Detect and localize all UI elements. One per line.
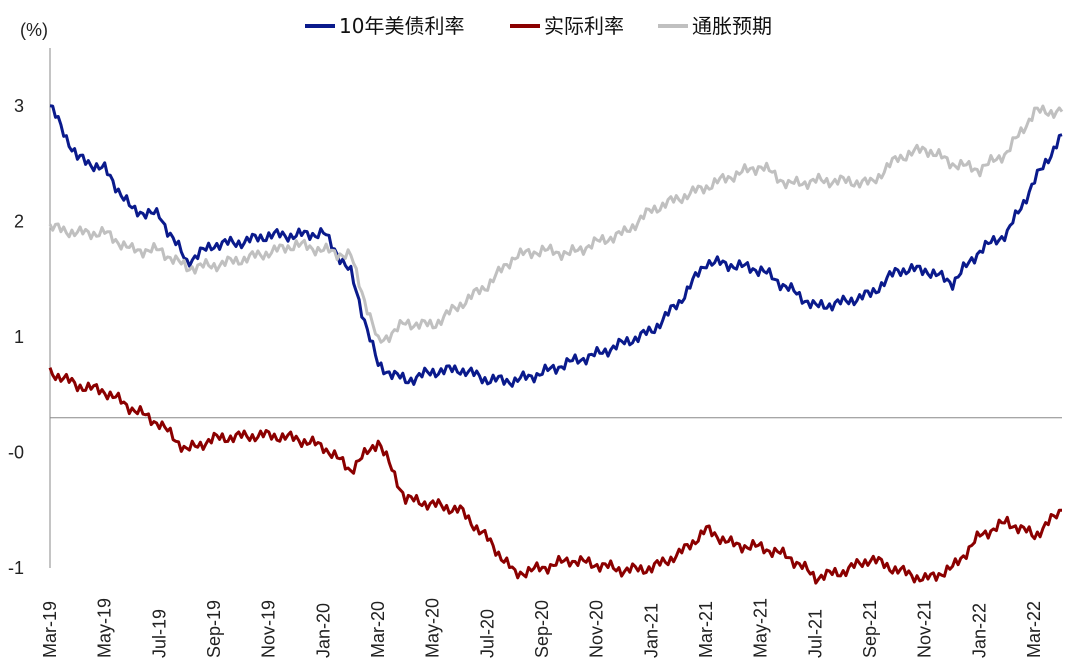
y-tick-label: 1	[14, 327, 24, 347]
y-tick-label: -1	[8, 558, 24, 578]
x-tick-label: Jan-21	[641, 603, 661, 658]
y-tick-label: 3	[14, 96, 24, 116]
series-line-1	[48, 367, 1062, 585]
x-tick-label: Jul-19	[149, 609, 169, 658]
x-tick-label: Jul-20	[477, 609, 497, 658]
x-tick-label: May-19	[95, 598, 115, 658]
x-tick-label: Jul-21	[805, 609, 825, 658]
x-tick-label: Nov-20	[587, 600, 607, 658]
legend-label: 通胀预期	[692, 14, 772, 38]
x-tick-label: Mar-20	[368, 601, 388, 658]
x-tick-label: Nov-19	[259, 600, 279, 658]
x-tick-label: Mar-22	[1024, 601, 1044, 658]
x-tick-label: May-20	[423, 598, 443, 658]
y-tick-label: -0	[8, 442, 24, 462]
x-tick-label: Sep-20	[532, 600, 552, 658]
series-line-2	[48, 104, 1064, 344]
x-tick-label: Nov-21	[915, 600, 935, 658]
x-tick-label: Jan-20	[313, 603, 333, 658]
series-group	[48, 104, 1064, 585]
x-tick-label: Mar-19	[40, 601, 60, 658]
axes: 3 2 1 -0 -1 Mar-19 May-19 Jul-19 Sep-19 Nov-19 Jan…	[8, 48, 1062, 658]
y-unit-label: (%)	[20, 20, 48, 40]
x-tick-label: Sep-21	[860, 600, 880, 658]
x-tick-label: Jan-22	[969, 603, 989, 658]
y-tick-label: 2	[14, 211, 24, 231]
x-tick-label: Sep-19	[204, 600, 224, 658]
series-line-0	[49, 104, 1063, 388]
x-tick-label: Mar-21	[696, 601, 716, 658]
legend: 10年美债利率 实际利率 通胀预期	[305, 14, 772, 38]
legend-label: 实际利率	[544, 14, 624, 38]
x-tick-label: May-21	[751, 598, 771, 658]
legend-label: 10年美债利率	[339, 14, 464, 38]
